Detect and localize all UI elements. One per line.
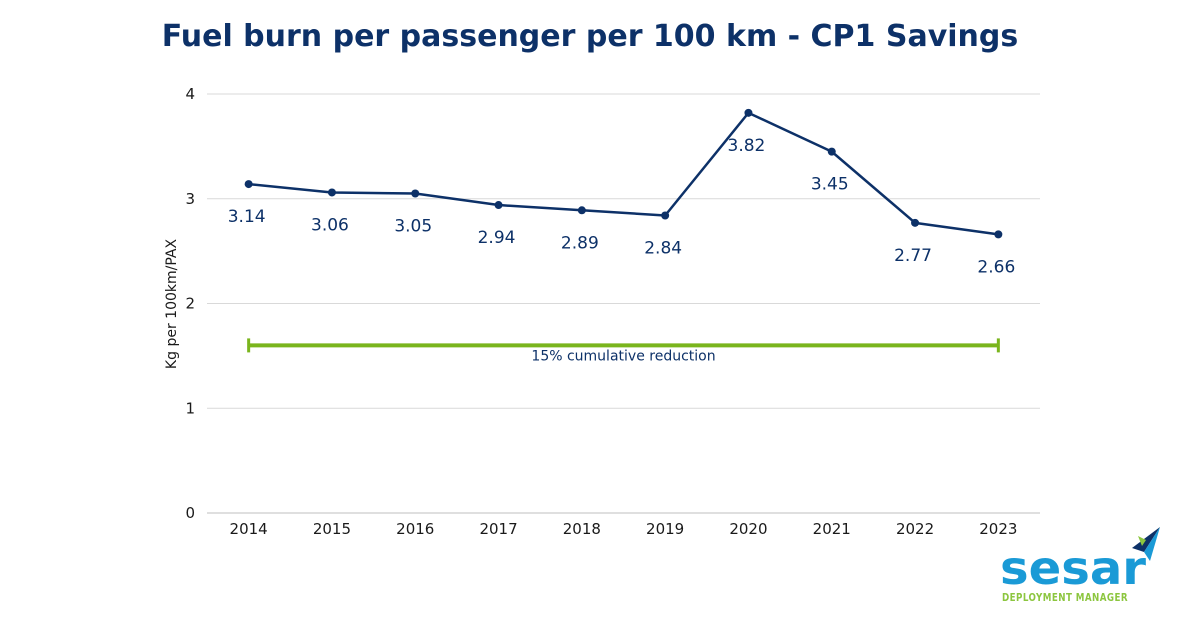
chart-title: Fuel burn per passenger per 100 km - CP1… <box>162 19 1019 54</box>
series-line <box>248 111 999 236</box>
x-tick-label: 2019 <box>646 520 684 538</box>
series-points <box>244 108 1003 239</box>
data-point <box>661 211 670 220</box>
data-label: 3.14 <box>228 207 266 227</box>
reduction-annotation: 15% cumulative reduction <box>247 338 1000 364</box>
data-label: 2.77 <box>894 246 932 266</box>
x-tick-label: 2020 <box>729 520 767 538</box>
reduction-label: 15% cumulative reduction <box>531 348 715 364</box>
data-point <box>327 188 336 197</box>
y-tick-label: 0 <box>185 504 195 522</box>
data-label: 2.94 <box>478 228 516 248</box>
data-label: 2.89 <box>561 233 599 253</box>
x-tick-label: 2017 <box>479 520 517 538</box>
x-tick-label: 2016 <box>396 520 434 538</box>
data-point <box>744 108 753 117</box>
data-point <box>577 206 586 215</box>
data-label: 3.82 <box>728 136 766 156</box>
data-point <box>911 218 920 227</box>
data-point <box>494 201 503 210</box>
data-point <box>411 189 420 198</box>
data-point <box>994 230 1003 239</box>
y-tick-label: 2 <box>185 295 195 313</box>
data-label: 3.45 <box>811 175 849 195</box>
x-tick-label: 2022 <box>896 520 934 538</box>
data-label: 3.05 <box>394 217 432 237</box>
x-tick-label: 2023 <box>979 520 1017 538</box>
x-axis-ticks: 2014 2015 2016 2017 2018 2019 2020 2021 2022 2023 <box>230 520 1018 538</box>
y-tick-label: 4 <box>185 85 195 103</box>
logo-tagline: DEPLOYMENT MANAGER <box>1002 592 1128 604</box>
data-point <box>244 180 253 189</box>
x-tick-label: 2018 <box>563 520 601 538</box>
data-label: 3.06 <box>311 215 349 235</box>
data-point <box>827 147 836 156</box>
sesar-logo: sesar DEPLOYMENT MANAGER <box>1000 527 1160 604</box>
data-label: 2.84 <box>644 239 682 259</box>
y-axis-label: Kg per 100km/PAX <box>164 239 180 370</box>
gridlines <box>207 93 1040 514</box>
x-tick-label: 2014 <box>230 520 268 538</box>
data-labels: 3.14 3.06 3.05 2.94 2.89 2.84 3.82 3.45 2.77 2.66 <box>228 136 1016 278</box>
data-label: 2.66 <box>977 257 1015 277</box>
y-tick-label: 3 <box>185 190 195 208</box>
y-axis-ticks: 0 1 2 3 4 <box>185 85 195 522</box>
x-tick-label: 2021 <box>813 520 851 538</box>
logo-plane-icon <box>1132 527 1160 561</box>
y-tick-label: 1 <box>185 399 195 417</box>
logo-wordmark: sesar <box>1000 541 1146 595</box>
x-tick-label: 2015 <box>313 520 351 538</box>
